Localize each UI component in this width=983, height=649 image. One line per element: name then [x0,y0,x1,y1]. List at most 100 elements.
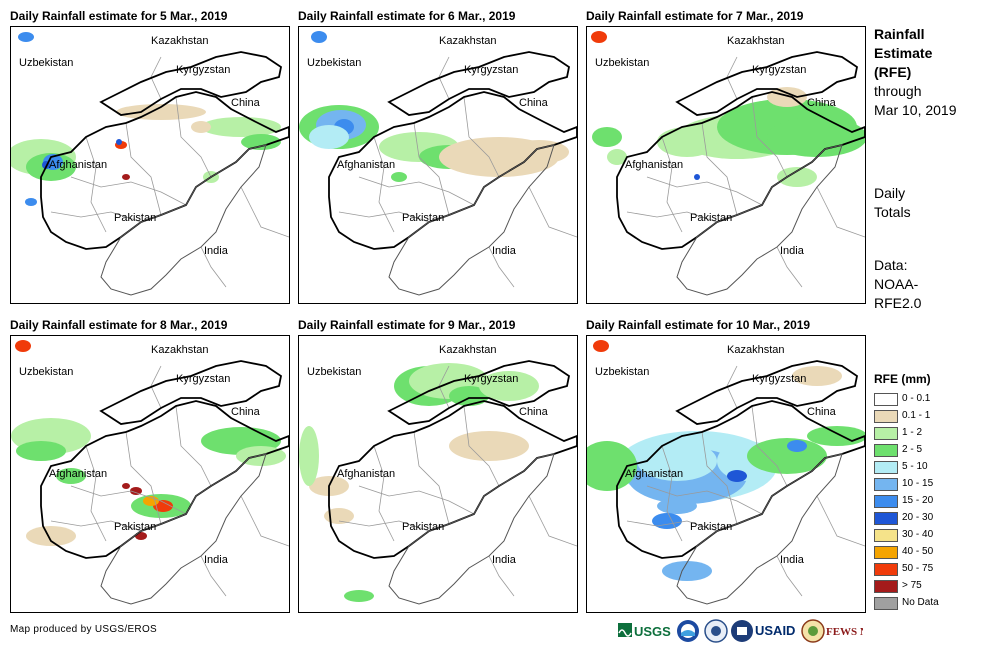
country-label-uzbekistan: Uzbekistan [595,366,650,378]
admin-boundary [338,211,430,223]
country-label-kazakhstan: Kazakhstan [151,35,209,47]
admin-boundary [816,495,865,547]
rainfall-area [16,441,66,461]
admin-boundary [626,520,718,532]
legend-swatch [874,580,898,593]
legend-swatch [874,546,898,559]
country-label-uzbekistan: Uzbekistan [595,57,650,69]
pakistan-border [100,453,267,605]
admin-boundary [50,520,142,532]
rainfall-area [143,496,159,506]
panel-title-1: Daily Rainfall estimate for 5 Mar., 2019 [10,9,228,23]
admin-boundary [125,431,162,525]
map-panel-6: Kazakhstan Uzbekistan Kyrgyzstan China Afgha… [586,335,866,613]
country-label-afghanistan: Afghanistan [337,468,396,480]
admin-boundary [488,555,515,597]
rainfall-area [592,127,622,147]
data-line2: NOAA- [874,276,919,292]
admin-boundary [646,176,763,206]
panel-title-3: Daily Rainfall estimate for 7 Mar., 2019 [586,9,804,23]
legend-label: 30 - 40 [902,529,934,540]
country-label-china: China [807,406,836,418]
legend-label: 20 - 30 [902,512,934,523]
central-asia-border [99,360,283,425]
country-label-kyrgyzstan: Kyrgyzstan [176,373,231,385]
rfe-title-line1: Rainfall [874,26,925,42]
rainfall-area [324,508,354,524]
rainfall-area [344,590,374,602]
usgs-logo: USGS [618,623,671,639]
admin-boundary [701,431,738,525]
map-panel-4: Kazakhstan Uzbekistan Kyrgyzstan China Afgha… [10,335,290,613]
rainfall-area [391,172,407,182]
map-panel-5: Kazakhstan Uzbekistan Kyrgyzstan China Afgha… [298,335,578,613]
rainfall-area [130,487,142,495]
admin-boundary [751,96,788,178]
country-label-pakistan: Pakistan [114,212,157,224]
rainfall-map-svg [11,32,289,296]
panel-title-5: Daily Rainfall estimate for 9 Mar., 2019 [298,318,516,332]
panel-title-6: Daily Rainfall estimate for 10 Mar., 201… [586,318,811,332]
agency-logos: USGS USAID FEWS NET [618,619,863,643]
admin-boundary [200,246,227,288]
rainfall-area [479,371,539,401]
country-label-china: China [231,406,260,418]
rainfall-area [116,104,206,120]
rainfall-area [201,117,281,137]
country-label-india: India [780,554,804,566]
rainfall-area [18,32,34,42]
rainfall-area [652,513,682,529]
admin-boundary [816,186,865,238]
map-panel-1: Kazakhstan Uzbekistan Kyrgyzstan China Afgha… [10,26,290,304]
country-label-afghanistan: Afghanistan [337,159,396,171]
rainfall-map-svg [11,340,289,605]
admin-boundary [240,495,289,547]
usaid-logo: USAID [731,620,795,642]
country-label-india: India [780,245,804,257]
legend-swatch [874,393,898,406]
data-line3: RFE2.0 [874,295,922,311]
rainfall-area [122,483,130,489]
country-label-kazakhstan: Kazakhstan [151,344,209,356]
admin-boundary [70,176,187,206]
admin-boundary [626,211,718,223]
central-asia-border [675,51,859,116]
country-label-china: China [231,97,260,109]
admin-boundary [776,555,803,597]
country-label-india: India [492,554,516,566]
country-label-kazakhstan: Kazakhstan [727,35,785,47]
legend-title: RFE (mm) [874,372,931,386]
rainfall-area [657,127,717,157]
rainfall-area [241,134,281,150]
legend-label: 0.1 - 1 [902,410,931,421]
admin-boundary [85,445,107,542]
country-label-uzbekistan: Uzbekistan [19,366,74,378]
fewsnet-logo: FEWS NET [801,619,863,643]
admin-boundary [438,56,450,100]
noaa-logo [677,620,699,642]
country-label-kyrgyzstan: Kyrgyzstan [464,373,519,385]
rainfall-area [449,431,529,461]
rainfall-area [607,149,627,165]
admin-boundary [726,365,738,409]
country-label-afghanistan: Afghanistan [49,159,108,171]
admin-boundary [70,485,187,515]
pakistan-border [676,453,843,605]
map-credit: Map produced by USGS/EROS [10,624,158,635]
admin-boundary [373,136,395,233]
legend-swatch [874,597,898,610]
admin-boundary [528,495,577,547]
panel-title-2: Daily Rainfall estimate for 6 Mar., 2019 [298,9,516,23]
usgs-logo-text: USGS [634,624,671,639]
country-label-china: China [519,97,548,109]
legend-label: 15 - 20 [902,495,934,506]
admin-boundary [373,445,395,542]
admin-boundary [358,176,475,206]
admin-boundary [175,96,212,178]
country-label-china: China [807,97,836,109]
map-panel-2: Kazakhstan Uzbekistan Kyrgyzstan China Afgha… [298,26,578,304]
central-asia-border [99,51,283,116]
panel-title-4: Daily Rainfall estimate for 8 Mar., 2019 [10,318,228,332]
legend-label: No Data [902,597,939,608]
rainfall-area [15,340,31,352]
